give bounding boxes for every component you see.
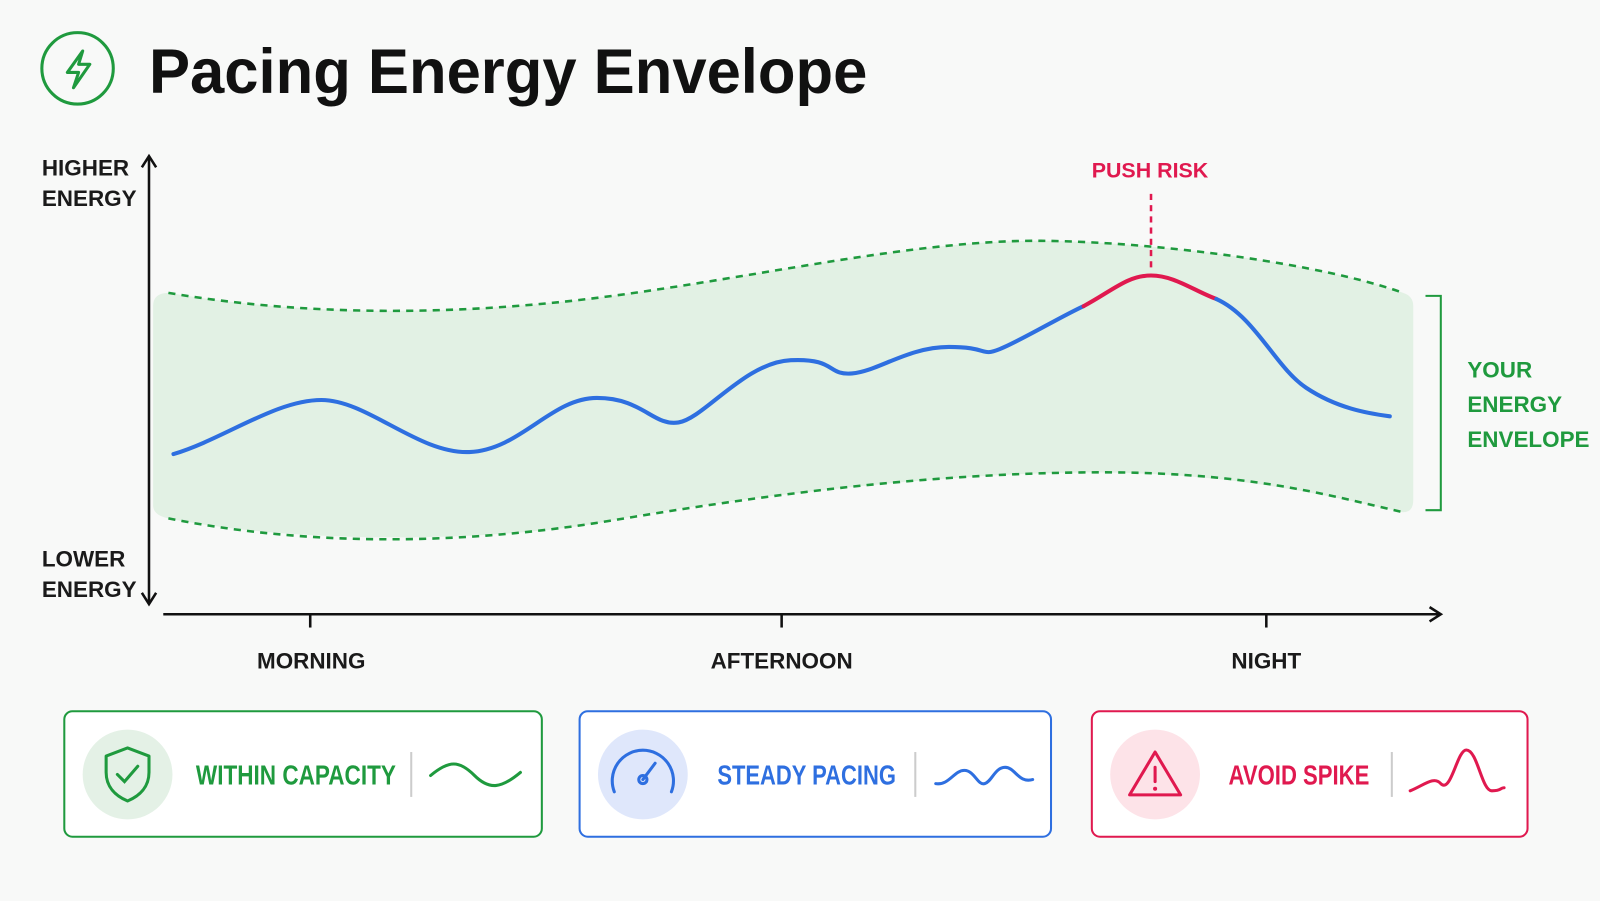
y-high-label: ENERGY bbox=[42, 186, 137, 211]
legend-card: AVOID SPIKE bbox=[1090, 710, 1529, 838]
y-high-label: HIGHER bbox=[42, 156, 129, 181]
legend-card: WITHIN CAPACITY bbox=[63, 710, 543, 838]
legend-card: STEADY PACING bbox=[578, 710, 1053, 838]
legend-label: AVOID SPIKE bbox=[1229, 760, 1370, 791]
push-segment bbox=[1081, 273, 1219, 309]
envelope-label: ENERGY bbox=[1467, 392, 1562, 417]
envelope-label: ENVELOPE bbox=[1467, 427, 1589, 452]
axes bbox=[140, 153, 1444, 628]
header-icon bbox=[40, 31, 115, 106]
energy-line bbox=[1214, 296, 1392, 419]
envelope-area bbox=[153, 240, 1414, 538]
envelope-label: YOUR bbox=[1467, 358, 1532, 383]
envelope-upper bbox=[168, 239, 1404, 313]
legend-label: STEADY PACING bbox=[717, 760, 896, 791]
energy-line bbox=[171, 304, 1086, 457]
y-low-label: LOWER bbox=[42, 546, 126, 571]
x-label: MORNING bbox=[257, 648, 365, 673]
envelope-bracket bbox=[1425, 294, 1442, 512]
title: Pacing Energy Envelope bbox=[149, 37, 867, 107]
x-label: AFTERNOON bbox=[711, 648, 853, 673]
y-low-label: ENERGY bbox=[42, 577, 137, 602]
legend-label: WITHIN CAPACITY bbox=[196, 760, 396, 791]
x-label: NIGHT bbox=[1231, 648, 1301, 673]
push-risk-label: PUSH RISK bbox=[1092, 159, 1209, 183]
